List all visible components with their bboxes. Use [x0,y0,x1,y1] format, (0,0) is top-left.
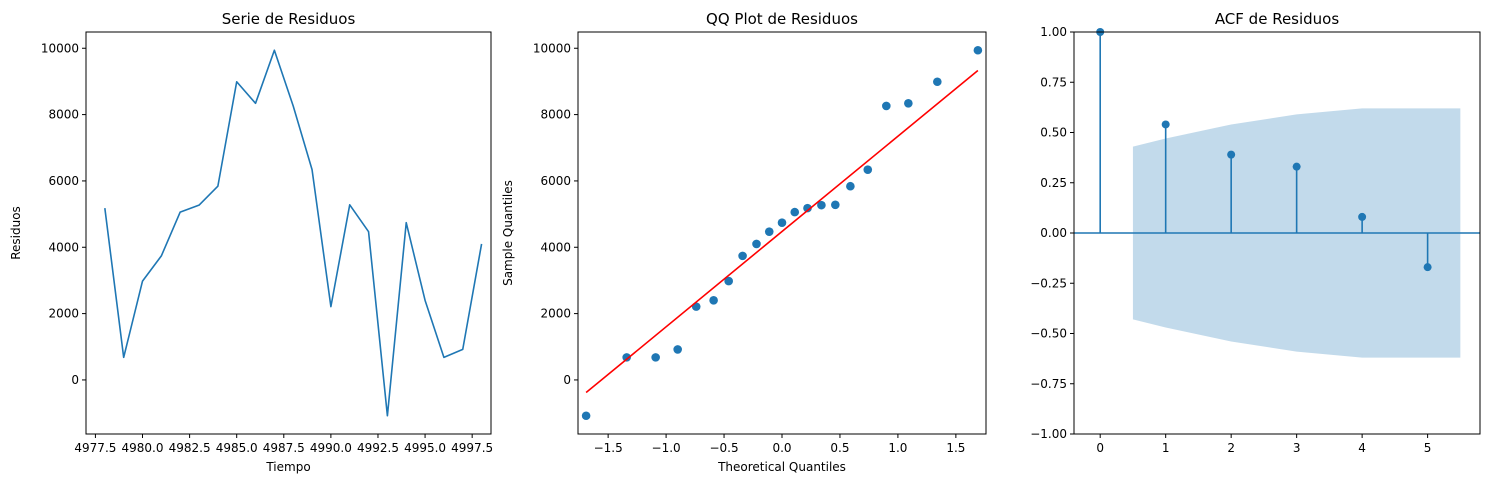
axes-frame [85,31,492,435]
acf-marker [1292,162,1301,171]
x-axis-label: Tiempo [265,460,310,474]
y-tick-label: 0.75 [1040,75,1067,89]
x-tick-label: 4 [1358,441,1366,455]
x-tick-label: 1 [1162,441,1170,455]
qq-point [673,345,682,354]
x-tick-label: 4980.0 [122,441,164,455]
qq-point [764,227,774,236]
subplot-1: Serie de Residuos 4977.5 4980.0 4982.5 4985.… [9,10,493,474]
chart-title: Serie de Residuos [222,10,356,28]
qq-point [863,165,873,174]
x-tick-label: 3 [1293,441,1301,455]
x-tick-label: 0.5 [830,441,849,455]
x-tick-label: −1.5 [594,441,623,455]
qq-point [803,203,812,213]
y-tick-label: 4000 [540,240,571,254]
x-tick-label: 0 [1096,441,1104,455]
x-tick-label: 1.0 [888,441,907,455]
qq-point [651,353,660,362]
qq-point [622,353,631,362]
acf-marker [1358,212,1367,221]
y-tick-label: −1.00 [1030,427,1067,441]
subplot-2: QQ Plot de Residuos −1.5 −1.0 −0.5 0.0 0.5 1.0… [501,10,987,474]
y-tick-label: −0.75 [1030,377,1067,391]
subplot-3: ACF de Residuos 0 1 2 3 4 5 −1.00 −0.75 −0.50 −0.2… [1030,10,1481,455]
x-tick-label: 2 [1227,441,1235,455]
qq-point [831,200,840,210]
y-tick-label: −0.50 [1030,327,1067,341]
x-tick-label: 1.5 [946,441,965,455]
x-tick-label: −1.0 [652,441,681,455]
x-tick-label: −0.5 [709,441,738,455]
y-tick-label: 1.00 [1040,25,1067,39]
y-tick-label: 0.50 [1040,126,1067,140]
x-tick-label: 4995.0 [404,441,446,455]
qq-point [581,411,591,421]
x-tick-label: 4992.5 [357,441,399,455]
x-tick-label: 5 [1424,441,1432,455]
y-tick-label: 4000 [48,240,79,254]
acf-marker [1161,120,1170,129]
qq-point [709,296,718,305]
qq-point [790,207,800,217]
y-tick-label: 10000 [533,41,571,55]
qq-point [777,218,787,228]
y-tick-label: 0.00 [1040,226,1067,240]
qq-point [738,251,747,261]
x-tick-label: 4990.0 [310,441,352,455]
y-tick-label: 10000 [41,41,79,55]
x-tick-label: 4987.5 [263,441,305,455]
qq-reference-line [585,69,979,394]
y-tick-label: 8000 [48,108,79,122]
x-tick-label: 4982.5 [169,441,211,455]
acf-marker [1227,150,1236,159]
y-tick-label: 0.25 [1040,176,1067,190]
y-tick-label: 0 [563,373,571,387]
qq-point [882,101,891,111]
y-axis-label: Sample Quantiles [501,180,515,286]
chart-title: QQ Plot de Residuos [706,10,858,28]
qq-point [933,77,942,87]
axes-frame [577,31,987,435]
x-tick-label: 0.0 [772,441,791,455]
y-tick-label: 6000 [48,174,79,188]
y-tick-label: 0 [71,373,79,387]
qq-point [724,276,733,286]
x-tick-label: 4977.5 [74,441,116,455]
y-tick-label: 6000 [540,174,571,188]
y-axis-label: Residuos [9,206,23,260]
qq-point [817,200,826,210]
y-tick-label: 2000 [48,307,79,321]
qq-point [846,181,855,191]
x-tick-label: 4997.5 [451,441,493,455]
residual-series-line [104,49,483,417]
x-axis-label: Theoretical Quantiles [717,460,846,474]
qq-point [973,45,983,55]
qq-point [904,99,913,108]
y-tick-label: 2000 [540,307,571,321]
y-tick-label: −0.25 [1030,276,1067,290]
y-tick-label: 8000 [540,108,571,122]
acf-marker [1423,263,1432,272]
chart-title: ACF de Residuos [1215,10,1340,28]
x-tick-label: 4985.0 [216,441,258,455]
qq-point [752,239,761,249]
